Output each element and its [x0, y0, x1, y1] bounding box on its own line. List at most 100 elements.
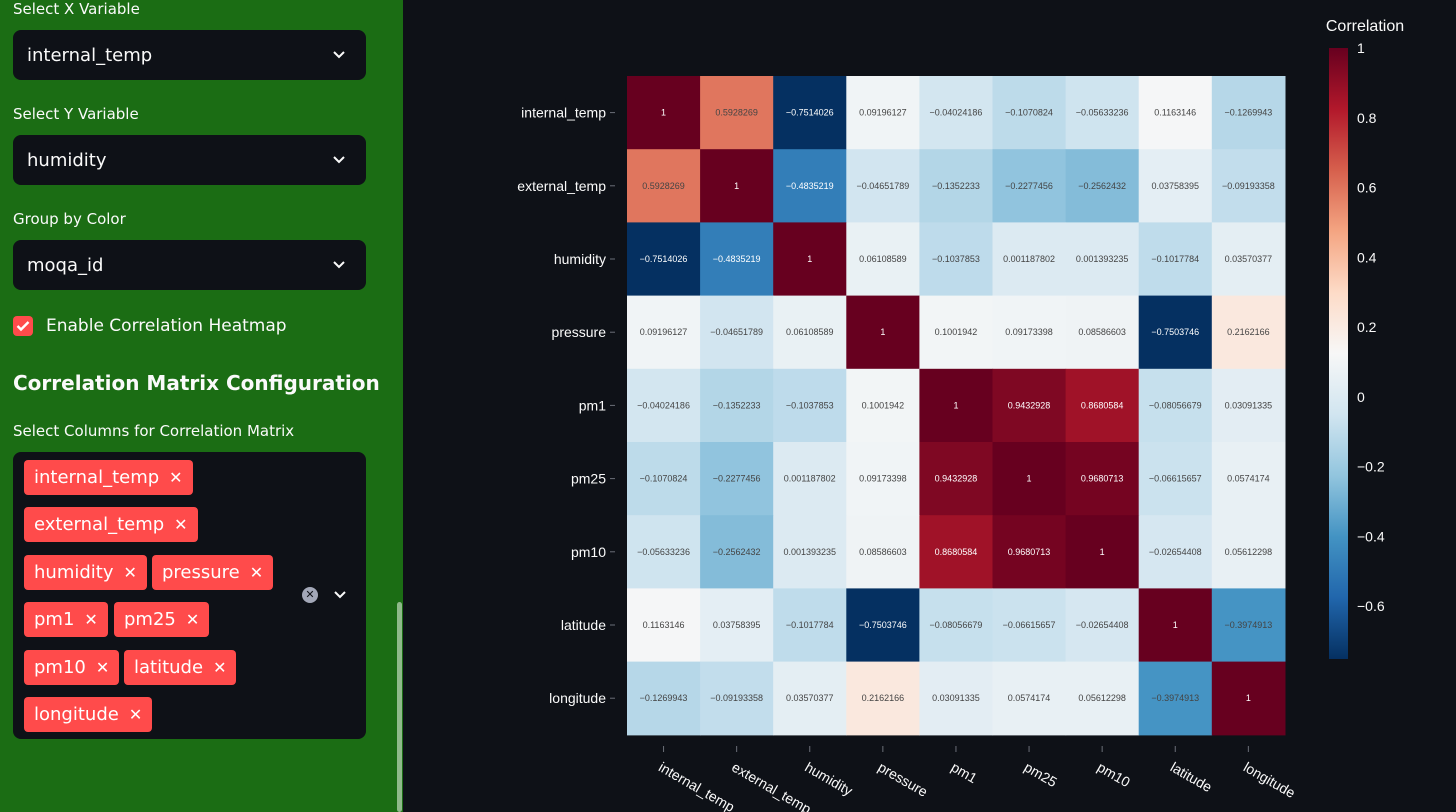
tag-longitude[interactable]: longitude ✕ [24, 697, 153, 732]
y-axis-tick-label: pm1 [579, 397, 606, 413]
tag-label: pressure [162, 562, 240, 583]
color-group-select[interactable]: moqa_id [13, 240, 366, 290]
x-variable-label: Select X Variable [13, 0, 140, 18]
heatmap-cell [700, 515, 774, 589]
heatmap-cell-label: −0.2562432 [713, 547, 761, 557]
heatmap-cell [1211, 368, 1286, 443]
clear-all-icon[interactable]: ✕ [302, 587, 318, 603]
remove-tag-icon[interactable]: ✕ [213, 658, 227, 677]
heatmap-checkbox[interactable] [13, 316, 33, 336]
x-variable-value: internal_temp [27, 44, 153, 66]
chevron-down-icon [333, 51, 345, 59]
y-axis-tick-label: longitude [549, 690, 606, 706]
heatmap-cell-label: 0.1001942 [862, 400, 905, 410]
remove-tag-icon[interactable]: ✕ [128, 705, 143, 724]
heatmap-cell-label: −0.1017784 [1151, 254, 1199, 264]
heatmap-cell [846, 442, 920, 516]
heatmap-cell [919, 149, 994, 223]
heatmap-cell-label: 0.5928269 [642, 181, 685, 191]
heatmap-cell [992, 442, 1067, 516]
tag-internal-temp[interactable]: internal_temp ✕ [24, 460, 193, 495]
tag-pm10[interactable]: pm10 ✕ [24, 650, 120, 685]
heatmap-cell-label: −0.4835219 [713, 254, 761, 264]
heatmap-cell [992, 222, 1067, 297]
heatmap-cell-label: −0.04024186 [637, 400, 690, 410]
heatmap-cell-label: 1 [1173, 620, 1178, 630]
heatmap-cell-label: −0.08056679 [930, 620, 983, 630]
colorbar-tick-label: 1 [1357, 40, 1365, 56]
heatmap-cell-label: 0.03758395 [713, 620, 761, 630]
columns-multiselect[interactable]: internal_temp ✕ external_temp ✕ humidity ✕ … [13, 452, 366, 739]
y-axis-labels: internal_temp external_temp humidity pressu… [517, 105, 615, 706]
y-variable-select[interactable]: humidity [13, 135, 366, 185]
remove-tag-icon[interactable]: ✕ [169, 468, 183, 487]
heatmap-cell [992, 515, 1067, 589]
heatmap-cell [773, 515, 847, 589]
heatmap-cell [627, 588, 701, 663]
checkmark-icon [16, 321, 30, 332]
x-axis-tick-label: internal_temp [656, 759, 738, 812]
heatmap-cell-label: −0.3974913 [1224, 620, 1272, 630]
heatmap-cell [1211, 661, 1286, 736]
heatmap-cell [773, 368, 847, 443]
heatmap-cell [1065, 222, 1140, 297]
y-axis-tick-label: internal_temp [521, 105, 606, 121]
tag-humidity[interactable]: humidity ✕ [24, 555, 147, 590]
heatmap-cell [1065, 149, 1140, 223]
heatmap-cell-label: −0.02654408 [1076, 620, 1129, 630]
remove-tag-icon[interactable]: ✕ [249, 563, 264, 582]
heatmap-cell [700, 222, 774, 297]
colorbar-tick-label: −0.2 [1357, 459, 1385, 475]
tag-label: external_temp [34, 514, 165, 535]
heatmap-cell-label: 0.001187802 [1003, 254, 1055, 264]
heatmap-cell [992, 76, 1067, 150]
heatmap-cell [1065, 368, 1140, 443]
heatmap-cell [627, 442, 701, 516]
heatmap-cell-label: 0.09196127 [859, 108, 907, 118]
heatmap-cell-label: 1 [807, 254, 812, 264]
heatmap-cell-label: −0.1070824 [1005, 108, 1053, 118]
heatmap-cell-label: −0.7503746 [859, 620, 907, 630]
heatmap-cell-label: 1 [1027, 474, 1032, 484]
heatmap-cell-label: 0.1163146 [1154, 108, 1196, 118]
tag-latitude[interactable]: latitude ✕ [124, 650, 237, 685]
colorbar-tick-label: 0.2 [1357, 319, 1377, 335]
heatmap-cell-label: 0.9432928 [1008, 400, 1051, 410]
heatmap-cell-label: −0.08056679 [1149, 400, 1202, 410]
heatmap-checkbox-label: Enable Correlation Heatmap [46, 316, 287, 336]
heatmap-cell-label: 0.2162166 [1227, 327, 1270, 337]
heatmap-checkbox-row[interactable]: Enable Correlation Heatmap [13, 314, 287, 338]
tag-pressure[interactable]: pressure ✕ [152, 555, 274, 590]
heatmap-cell [700, 76, 774, 150]
heatmap-cell-label: −0.09193358 [710, 693, 763, 703]
remove-tag-icon[interactable]: ✕ [95, 658, 110, 677]
heatmap-cell-label: −0.04651789 [710, 327, 763, 337]
remove-tag-icon[interactable]: ✕ [123, 563, 137, 582]
heatmap-cell [773, 76, 847, 150]
remove-tag-icon[interactable]: ✕ [174, 515, 188, 534]
heatmap-cell-label: −0.05633236 [637, 547, 690, 557]
heatmap-cell [1138, 661, 1213, 736]
heatmap-cell [1211, 149, 1286, 223]
heatmap-cell-label: −0.1017784 [786, 620, 834, 630]
colorbar-tick-label: 0.4 [1357, 249, 1377, 265]
columns-select-label: Select Columns for Correlation Matrix [13, 422, 295, 440]
x-variable-select[interactable]: internal_temp [13, 30, 366, 80]
tag-pm25[interactable]: pm25 ✕ [114, 602, 210, 637]
heatmap-cell [627, 368, 701, 443]
chevron-down-icon[interactable] [333, 590, 347, 600]
heatmap-cell [627, 515, 701, 589]
heatmap-cell [1065, 76, 1140, 150]
heatmap-cell [1211, 295, 1286, 370]
heatmap-cell-label: 0.9432928 [935, 474, 978, 484]
tag-pm1[interactable]: pm1 ✕ [24, 602, 108, 637]
remove-tag-icon[interactable]: ✕ [84, 610, 98, 629]
chevron-down-icon [333, 261, 345, 269]
heatmap-cell [700, 661, 774, 736]
remove-tag-icon[interactable]: ✕ [185, 610, 200, 629]
heatmap-cell [992, 149, 1067, 223]
tag-external-temp[interactable]: external_temp ✕ [24, 507, 198, 542]
sidebar-scrollbar[interactable] [397, 602, 402, 812]
heatmap-cell [846, 222, 920, 297]
